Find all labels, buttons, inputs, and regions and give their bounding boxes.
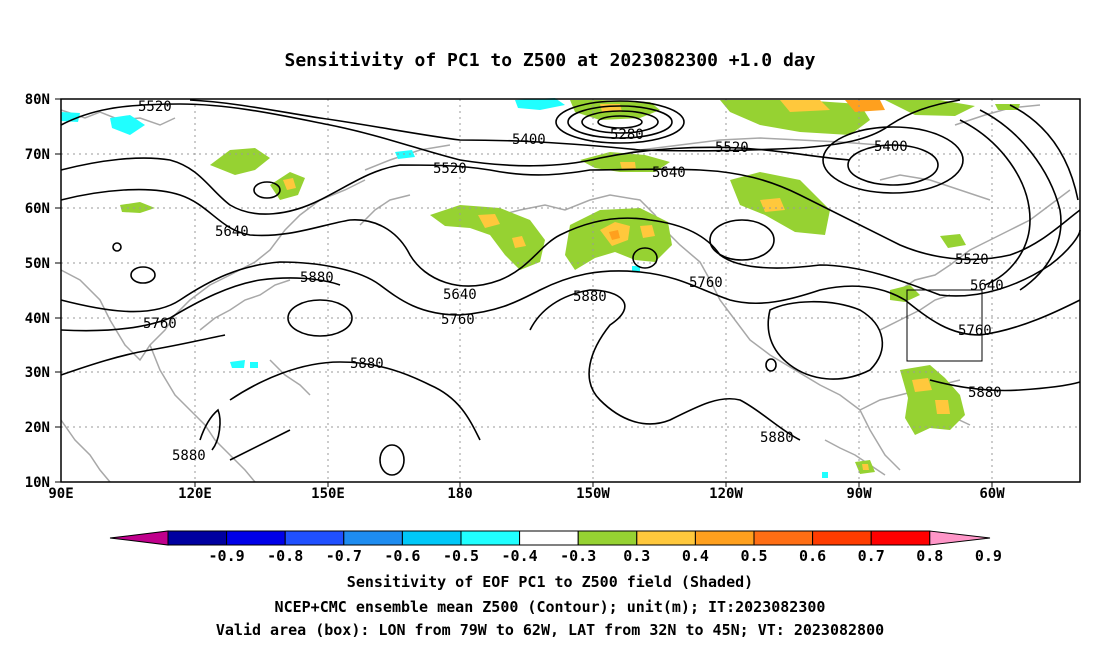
lon-label: 150E [311,486,345,502]
colorbar-tick-label: 0.4 [682,547,709,565]
lon-label: 150W [576,486,610,502]
colorbar-tick-label: 0.8 [916,547,943,565]
contour-label: 5880 [350,356,384,372]
contour-label: 5520 [955,252,989,268]
colorbar-tick-label: -0.3 [560,547,596,565]
contour-label: 5400 [512,132,546,148]
colorbar-tick-label: -0.9 [209,547,245,565]
colorbar-swatch [167,530,228,546]
colorbar: -0.9 -0.8 -0.7 -0.6 -0.5 -0.4 -0.3 0.3 0.4 0.5 0.6… [109,530,1002,565]
colorbar-tick-label: -0.7 [326,547,362,565]
caption-line-2: NCEP+CMC ensemble mean Z500 (Contour); u… [274,598,826,616]
longitude-labels: 90E 120E 150E 180 150W 120W 90W 60W [48,486,1005,502]
colorbar-swatch [870,530,931,546]
contour-label: 5880 [573,289,607,305]
colorbar-tick-label: 0.7 [858,547,885,565]
latitude-ticks [55,98,61,483]
map-panel: 5520 5400 5280 5520 5400 5520 5640 5640 … [60,98,1081,483]
caption-line-1: Sensitivity of EOF PC1 to Z500 field (Sh… [346,573,754,591]
lon-label: 90E [48,486,73,502]
lat-label: 20N [25,420,50,436]
contour-label: 5880 [172,448,206,464]
colorbar-swatch [519,530,579,546]
colorbar-swatch [401,530,462,546]
sensitivity-shading-negative [61,98,828,478]
contour-label: 5880 [968,385,1002,401]
colorbar-swatch [460,530,521,546]
colorbar-tick-label: -0.8 [267,547,303,565]
map-title: Sensitivity of PC1 to Z500 at 2023082300… [284,50,816,71]
lon-label: 120E [178,486,212,502]
lat-label: 60N [25,201,50,217]
map-frame [60,98,1081,483]
contour-label: 5280 [610,127,644,143]
contour-label: 5640 [970,278,1004,294]
contour-labels: 5520 5400 5280 5520 5400 5520 5640 5640 … [138,99,1004,464]
colorbar-tick-label: -0.5 [443,547,479,565]
contour-label: 5400 [874,139,908,155]
colorbar-swatch [812,530,872,546]
colorbar-tick-label: 0.6 [799,547,826,565]
lon-label: 90W [846,486,872,502]
contour-label: 5640 [652,165,686,181]
caption-line-3: Valid area (box): LON from 79W to 62W, L… [215,621,885,639]
contour-label: 5880 [760,430,794,446]
colorbar-min-arrow [109,530,169,546]
colorbar-swatch [753,530,814,546]
colorbar-swatch [636,530,696,546]
lat-label: 40N [25,311,50,327]
lat-label: 80N [25,92,50,108]
lat-label: 30N [25,365,50,381]
longitude-ticks [194,482,993,487]
colorbar-swatch [577,530,638,546]
contour-label: 5760 [689,275,723,291]
lon-label: 180 [447,486,472,502]
colorbar-swatch [284,530,345,546]
latitude-labels: 80N 70N 60N 50N 40N 30N 20N 10N [25,92,50,491]
colorbar-swatch [694,530,755,546]
contour-label: 5640 [443,287,477,303]
contour-label: 5880 [300,270,334,286]
lat-label: 50N [25,256,50,272]
colorbar-tick-label: 0.3 [623,547,650,565]
contour-label: 5520 [433,161,467,177]
contour-label: 5760 [958,323,992,339]
lon-label: 120W [709,486,743,502]
colorbar-swatch [226,530,286,546]
lon-label: 60W [979,486,1005,502]
colorbar-tick-label: -0.6 [384,547,420,565]
z500-contours [60,99,1081,476]
colorbar-tick-label: 0.5 [740,547,767,565]
colorbar-max-arrow [929,530,991,546]
colorbar-tick-label: 0.9 [975,547,1002,565]
gridlines [61,99,1080,482]
colorbar-swatch [343,530,403,546]
colorbar-tick-label: -0.4 [502,547,538,565]
contour-label: 5640 [215,224,249,240]
contour-label: 5520 [715,140,749,156]
lat-label: 70N [25,147,50,163]
contour-label: 5520 [138,99,172,115]
lat-label: 10N [25,475,50,491]
valid-area-box [906,289,983,362]
contour-label: 5760 [143,316,177,332]
sensitivity-shading-positive [120,100,1020,474]
contour-label: 5760 [441,312,475,328]
